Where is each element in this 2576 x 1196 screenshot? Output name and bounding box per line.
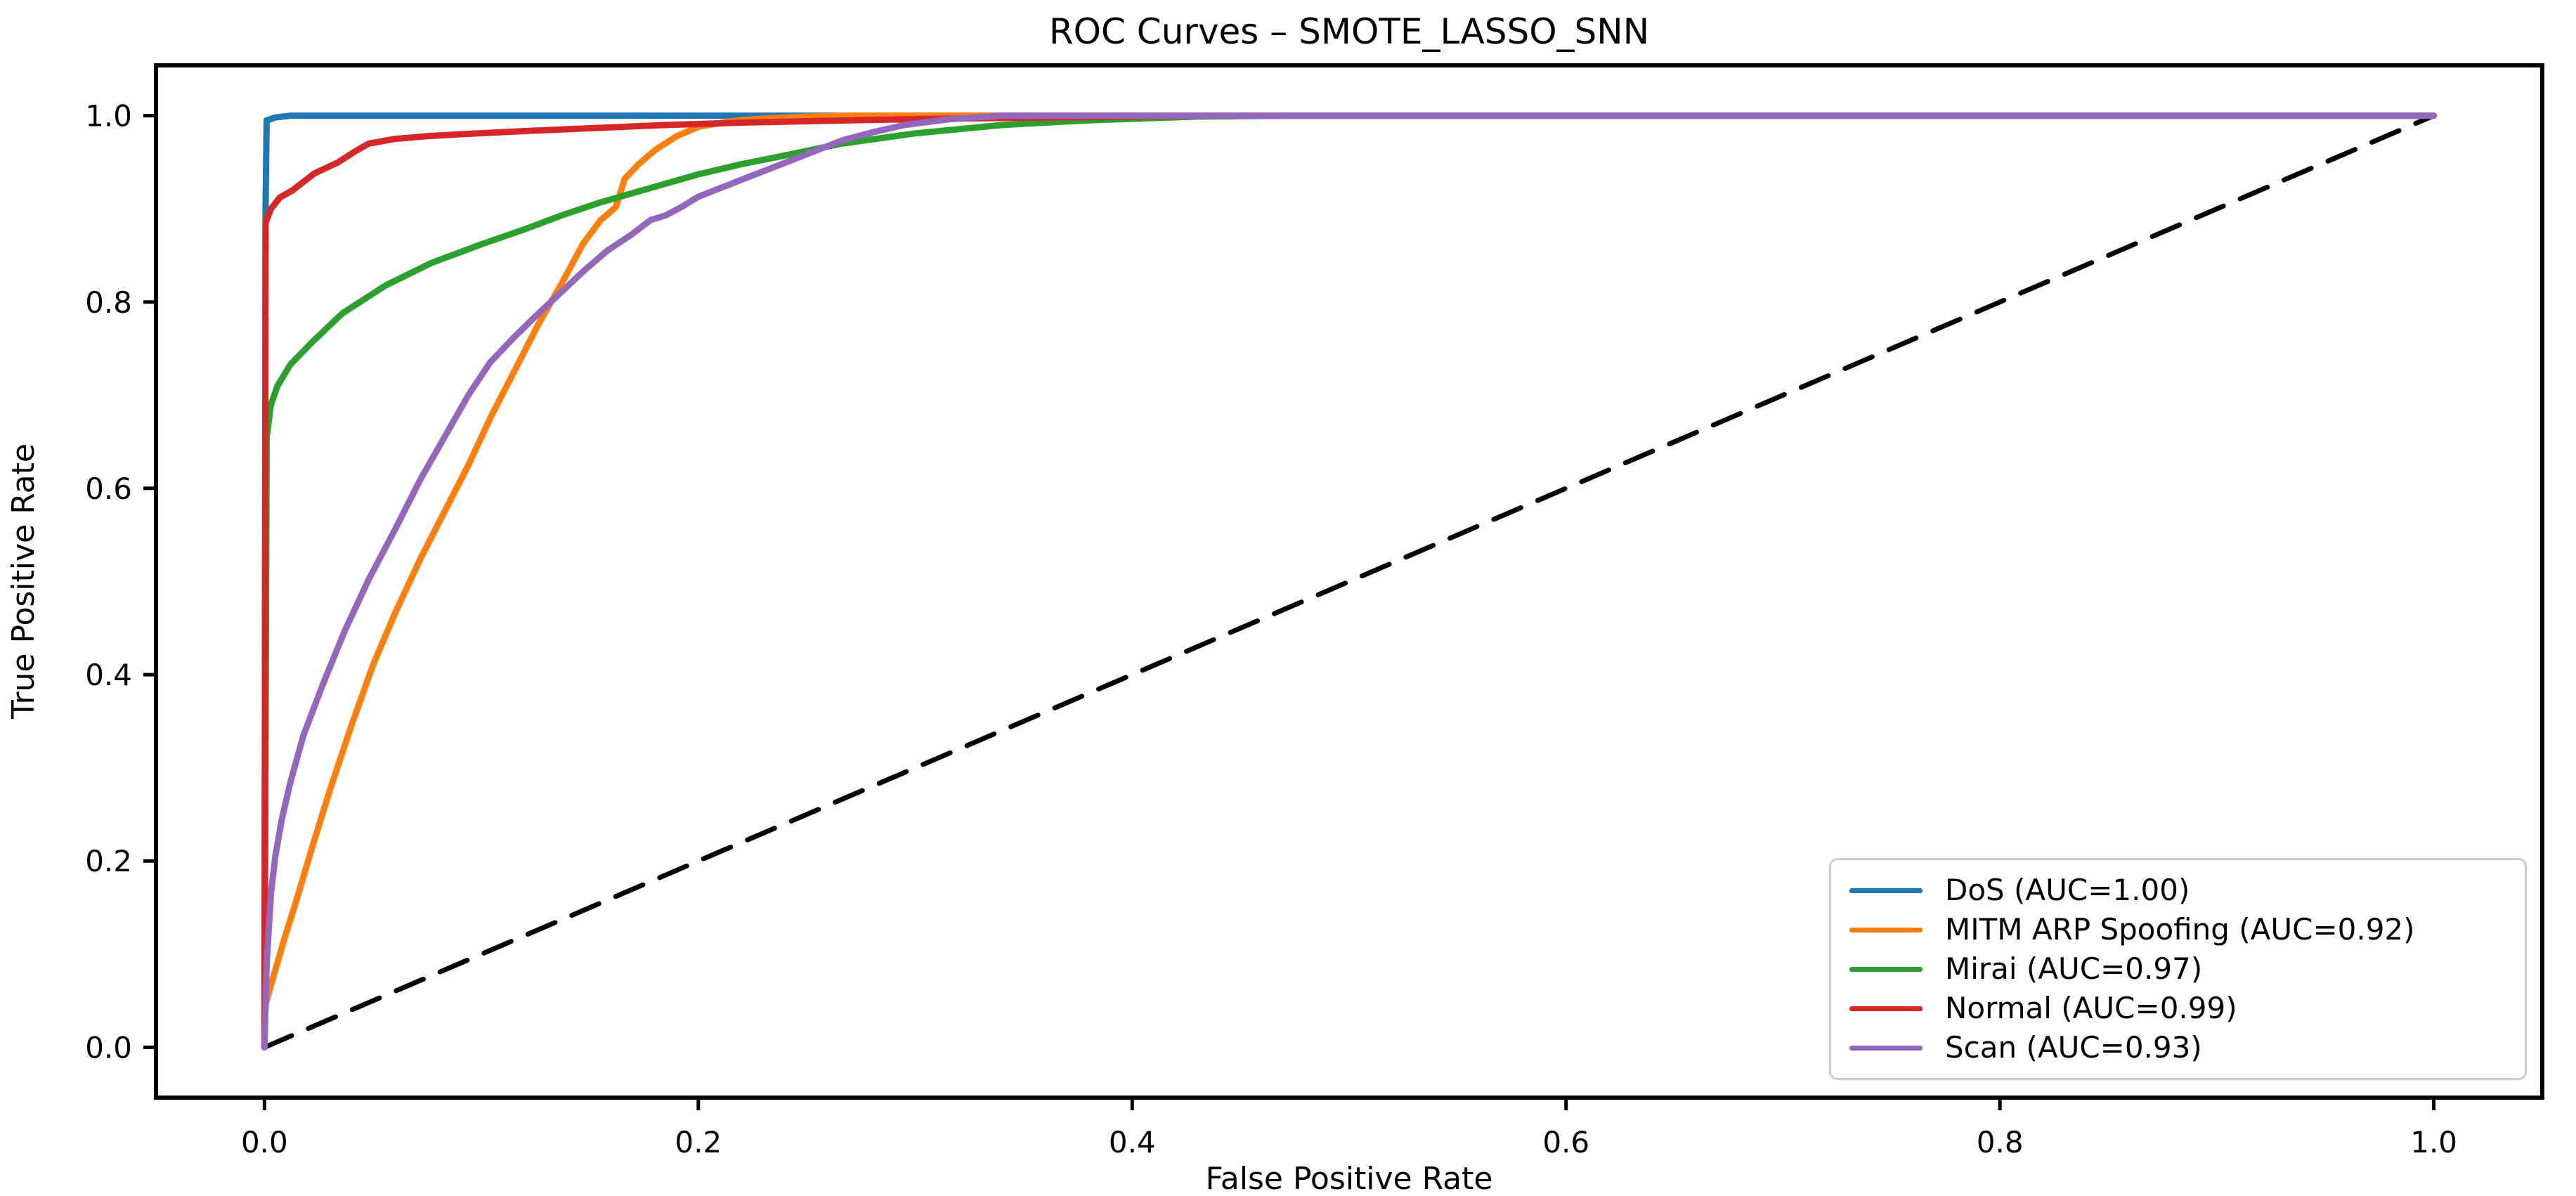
x-tick-label: 0.4 xyxy=(1109,1125,1156,1159)
y-tick-label: 1.0 xyxy=(85,99,132,134)
roc-curve xyxy=(261,112,2438,1051)
legend-label: DoS (AUC=1.00) xyxy=(1945,873,2190,907)
legend-item: Scan (AUC=0.93) xyxy=(1849,1033,2518,1062)
legend-box: DoS (AUC=1.00) MITM ARP Spoofing (AUC=0.9… xyxy=(1829,858,2527,1080)
x-tick-label: 1.0 xyxy=(2410,1125,2457,1159)
y-tick-label: 0.6 xyxy=(85,472,132,506)
x-axis-label: False Positive Rate xyxy=(1206,1161,1493,1196)
y-axis-label: True Positive Rate xyxy=(6,443,41,720)
x-tick-label: 0.8 xyxy=(1977,1125,2024,1159)
x-tick-label: 0.2 xyxy=(675,1125,722,1159)
axes-spines xyxy=(154,63,2544,1100)
legend-line-swatch xyxy=(1849,1045,1923,1051)
legend-item: Mirai (AUC=0.97) xyxy=(1849,954,2518,984)
chart-title: ROC Curves – SMOTE_LASSO_SNN xyxy=(1049,11,1649,52)
legend-label: MITM ARP Spoofing (AUC=0.92) xyxy=(1945,912,2415,947)
x-tick-label: 0.0 xyxy=(241,1125,288,1159)
axes-layer: 0.0 0.2 0.4 0.6 0.8 1.0 0.0 0.2 0.4 0.6 0.8 1.0 xyxy=(85,63,2544,1159)
legend-item: DoS (AUC=1.00) xyxy=(1849,876,2518,905)
x-tick-label: 0.6 xyxy=(1542,1125,1589,1159)
chance-diagonal-line xyxy=(261,113,2437,1050)
legend-label: Normal (AUC=0.99) xyxy=(1945,991,2237,1025)
roc-curve xyxy=(261,112,2438,1051)
roc-curve xyxy=(261,112,2438,1051)
y-tick-label: 0.0 xyxy=(85,1030,132,1065)
legend-label: Mirai (AUC=0.97) xyxy=(1945,951,2203,986)
legend-line-swatch xyxy=(1849,966,1923,972)
legend-item: MITM ARP Spoofing (AUC=0.92) xyxy=(1849,915,2518,944)
y-tick-label: 0.4 xyxy=(85,658,132,692)
legend-line-swatch xyxy=(1849,888,1923,893)
legend-line-swatch xyxy=(1849,1006,1923,1011)
legend-label: Scan (AUC=0.93) xyxy=(1945,1030,2202,1065)
y-tick-label: 0.8 xyxy=(85,285,132,320)
legend-item: Normal (AUC=0.99) xyxy=(1849,994,2518,1023)
legend-line-swatch xyxy=(1849,927,1923,932)
y-tick-label: 0.2 xyxy=(85,844,132,878)
series-layer xyxy=(261,112,2438,1051)
